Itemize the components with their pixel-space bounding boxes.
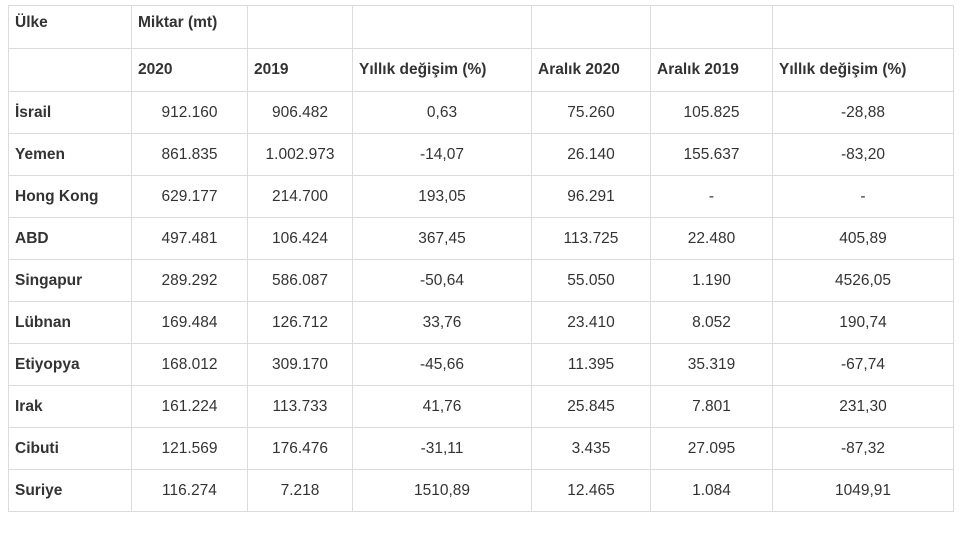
value-2019-cell: 309.170 <box>247 343 353 386</box>
dec-annual-change-cell: -28,88 <box>772 91 954 134</box>
annual-change-cell: -31,11 <box>352 427 532 470</box>
country-cell: Suriye <box>8 469 132 512</box>
country-cell: Yemen <box>8 133 132 176</box>
table-row: Yemen 861.835 1.002.973 -14,07 26.140 155.637… <box>8 133 954 176</box>
dec-2019-cell: 105.825 <box>650 91 773 134</box>
export-table: Ülke Miktar (mt) 2020 2019 Yıllık değişi… <box>8 5 954 512</box>
value-2020-cell: 169.484 <box>131 301 248 344</box>
dec-2020-cell: 11.395 <box>531 343 651 386</box>
value-2020-cell: 161.224 <box>131 385 248 428</box>
dec-annual-change-cell: -67,74 <box>772 343 954 386</box>
dec-annual-change-cell: 4526,05 <box>772 259 954 302</box>
dec-annual-change-cell: - <box>772 175 954 218</box>
table-row: Irak 161.224 113.733 41,76 25.845 7.801 231,30 <box>8 385 954 428</box>
dec-2019-cell: 35.319 <box>650 343 773 386</box>
value-2020-cell: 168.012 <box>131 343 248 386</box>
value-2019-cell: 113.733 <box>247 385 353 428</box>
dec-2019-cell: 155.637 <box>650 133 773 176</box>
header-annual-change: Yıllık değişim (%) <box>352 48 532 92</box>
country-cell: Hong Kong <box>8 175 132 218</box>
dec-annual-change-cell: 190,74 <box>772 301 954 344</box>
country-cell: Irak <box>8 385 132 428</box>
header-2020: 2020 <box>131 48 248 92</box>
header-empty <box>352 5 532 49</box>
value-2019-cell: 126.712 <box>247 301 353 344</box>
header-empty <box>650 5 773 49</box>
header-dec-annual-change: Yıllık değişim (%) <box>772 48 954 92</box>
header-empty <box>531 5 651 49</box>
value-2020-cell: 861.835 <box>131 133 248 176</box>
dec-annual-change-cell: -87,32 <box>772 427 954 470</box>
value-2019-cell: 1.002.973 <box>247 133 353 176</box>
value-2020-cell: 121.569 <box>131 427 248 470</box>
value-2020-cell: 912.160 <box>131 91 248 134</box>
table-row: Cibuti 121.569 176.476 -31,11 3.435 27.095 -87… <box>8 427 954 470</box>
dec-2020-cell: 96.291 <box>531 175 651 218</box>
value-2019-cell: 906.482 <box>247 91 353 134</box>
annual-change-cell: -14,07 <box>352 133 532 176</box>
table-row: Lübnan 169.484 126.712 33,76 23.410 8.052 190,… <box>8 301 954 344</box>
country-cell: Cibuti <box>8 427 132 470</box>
header-dec-2019: Aralık 2019 <box>650 48 773 92</box>
dec-annual-change-cell: 405,89 <box>772 217 954 260</box>
dec-2019-cell: - <box>650 175 773 218</box>
annual-change-cell: -50,64 <box>352 259 532 302</box>
header-country: Ülke <box>8 5 132 49</box>
header-2019: 2019 <box>247 48 353 92</box>
dec-2020-cell: 3.435 <box>531 427 651 470</box>
header-dec-2020: Aralık 2020 <box>531 48 651 92</box>
annual-change-cell: 41,76 <box>352 385 532 428</box>
country-cell: Etiyopya <box>8 343 132 386</box>
dec-2020-cell: 75.260 <box>531 91 651 134</box>
annual-change-cell: 1510,89 <box>352 469 532 512</box>
dec-annual-change-cell: 1049,91 <box>772 469 954 512</box>
annual-change-cell: -45,66 <box>352 343 532 386</box>
country-cell: Lübnan <box>8 301 132 344</box>
header-row-sub: 2020 2019 Yıllık değişim (%) Aralık 2020… <box>8 48 954 92</box>
value-2020-cell: 629.177 <box>131 175 248 218</box>
value-2020-cell: 289.292 <box>131 259 248 302</box>
dec-2020-cell: 12.465 <box>531 469 651 512</box>
dec-2020-cell: 113.725 <box>531 217 651 260</box>
value-2020-cell: 497.481 <box>131 217 248 260</box>
country-cell: İsrail <box>8 91 132 134</box>
value-2020-cell: 116.274 <box>131 469 248 512</box>
annual-change-cell: 193,05 <box>352 175 532 218</box>
value-2019-cell: 7.218 <box>247 469 353 512</box>
value-2019-cell: 176.476 <box>247 427 353 470</box>
header-empty <box>247 5 353 49</box>
value-2019-cell: 586.087 <box>247 259 353 302</box>
country-cell: Singapur <box>8 259 132 302</box>
table-row: Singapur 289.292 586.087 -50,64 55.050 1.190 4… <box>8 259 954 302</box>
header-quantity: Miktar (mt) <box>131 5 248 49</box>
annual-change-cell: 0,63 <box>352 91 532 134</box>
dec-annual-change-cell: 231,30 <box>772 385 954 428</box>
header-empty <box>772 5 954 49</box>
dec-2019-cell: 22.480 <box>650 217 773 260</box>
country-cell: ABD <box>8 217 132 260</box>
dec-2020-cell: 55.050 <box>531 259 651 302</box>
value-2019-cell: 214.700 <box>247 175 353 218</box>
dec-2019-cell: 27.095 <box>650 427 773 470</box>
dec-2020-cell: 25.845 <box>531 385 651 428</box>
annual-change-cell: 367,45 <box>352 217 532 260</box>
value-2019-cell: 106.424 <box>247 217 353 260</box>
dec-2019-cell: 7.801 <box>650 385 773 428</box>
dec-2019-cell: 8.052 <box>650 301 773 344</box>
dec-2020-cell: 23.410 <box>531 301 651 344</box>
header-row-top: Ülke Miktar (mt) <box>8 5 954 49</box>
table-row: Suriye 116.274 7.218 1510,89 12.465 1.084 1049… <box>8 469 954 512</box>
table-row: Etiyopya 168.012 309.170 -45,66 11.395 35.319… <box>8 343 954 386</box>
dec-2019-cell: 1.190 <box>650 259 773 302</box>
dec-2019-cell: 1.084 <box>650 469 773 512</box>
table-row: Hong Kong 629.177 214.700 193,05 96.291- - <box>8 175 954 218</box>
table-row: İsrail 912.160 906.482 0,63 75.260 105.825 -28… <box>8 91 954 134</box>
dec-annual-change-cell: -83,20 <box>772 133 954 176</box>
annual-change-cell: 33,76 <box>352 301 532 344</box>
dec-2020-cell: 26.140 <box>531 133 651 176</box>
table-row: ABD 497.481 106.424 367,45 113.725 22.480 405,… <box>8 217 954 260</box>
header-empty <box>8 48 132 92</box>
